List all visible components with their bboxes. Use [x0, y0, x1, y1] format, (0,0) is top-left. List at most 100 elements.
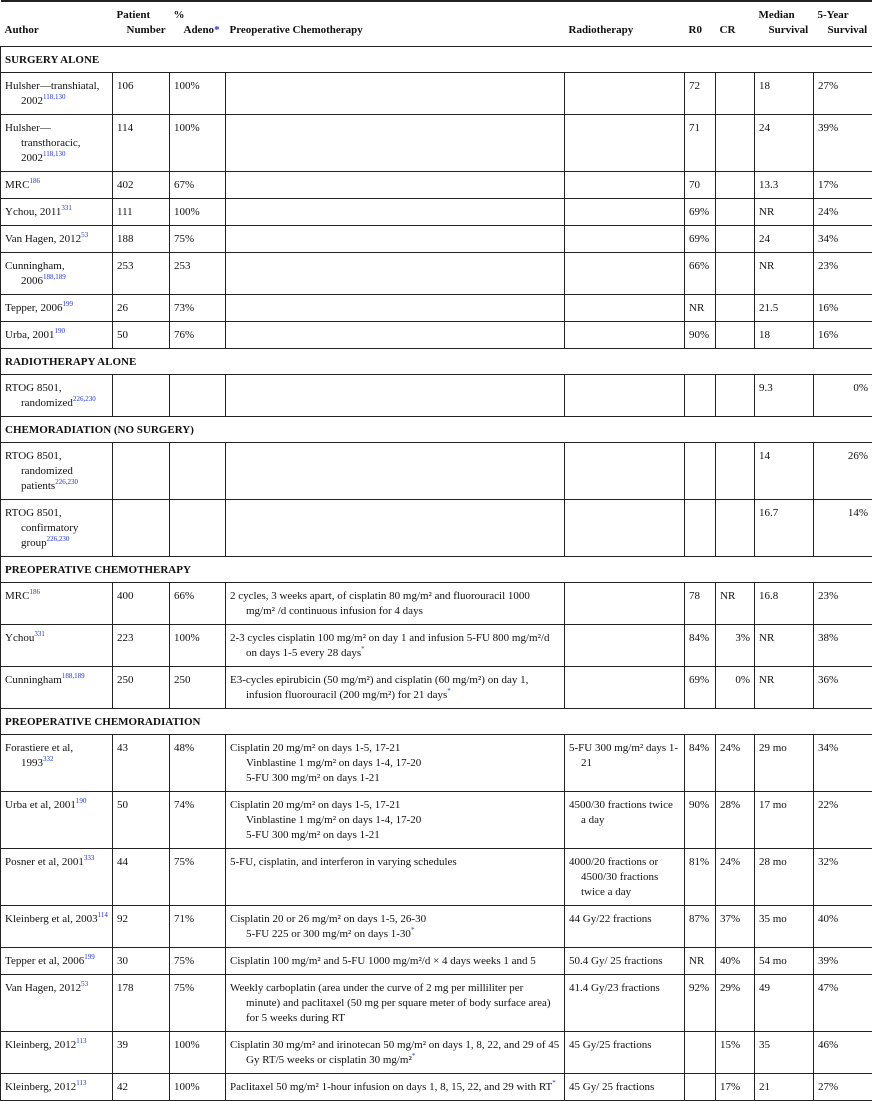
author-name: MRC	[5, 179, 29, 191]
author-cell: MRC186	[1, 172, 113, 199]
chemo-text: E3-cycles epirubicin (50 mg/m²) and cisp…	[230, 674, 528, 701]
chemo-line: 5-FU 300 mg/m² on days 1-21	[246, 828, 560, 843]
adeno-percent-cell: 100%	[170, 73, 226, 115]
patient-number-cell	[113, 500, 170, 557]
chemo-line: 5-FU 300 mg/m² on days 1-21	[246, 771, 560, 786]
patient-number-cell: 106	[113, 73, 170, 115]
median-survival-cell: 54 mo	[755, 948, 814, 975]
patient-number-cell: 50	[113, 322, 170, 349]
chemo-text: 5-FU 225 or 300 mg/m² on days 1-30	[246, 928, 411, 940]
chemo-footnote[interactable]: *	[447, 687, 451, 695]
chemo-line: Weekly carboplatin (area under the curve…	[246, 981, 560, 1026]
radiotherapy-cell	[565, 73, 685, 115]
chemo-footnote[interactable]: *	[411, 926, 415, 934]
author-name: Kleinberg et al, 2003	[5, 913, 98, 925]
adeno-percent-cell	[170, 375, 226, 417]
chemo-line: 5-FU, cisplatin, and interferon in varyi…	[246, 855, 560, 870]
author-name: MRC	[5, 590, 29, 602]
chemo-line: Cisplatin 20 or 26 mg/m² on days 1-5, 26…	[246, 912, 560, 927]
author-cell: RTOG 8501, randomized patients226,230	[1, 443, 113, 500]
cr-cell: 29%	[716, 975, 755, 1032]
r0-cell: 81%	[685, 849, 716, 906]
author-ref-link[interactable]: 113	[76, 1079, 86, 1087]
chemo-line: Cisplatin 100 mg/m² and 5-FU 1000 mg/m²/…	[246, 954, 560, 969]
author-ref-link[interactable]: 332	[43, 755, 54, 763]
patient-number-cell: 250	[113, 667, 170, 709]
cr-cell	[716, 443, 755, 500]
r0-cell: 84%	[685, 735, 716, 792]
author-ref-link[interactable]: 190	[76, 797, 87, 805]
chemo-text: Weekly carboplatin (area under the curve…	[230, 982, 551, 1024]
r0-cell	[685, 1074, 716, 1101]
author-ref-link[interactable]: 188,189	[62, 672, 85, 680]
author-ref-link[interactable]: 199	[84, 953, 95, 961]
author-name: Tepper, 2006	[5, 302, 62, 314]
chemo-line: 5-FU 225 or 300 mg/m² on days 1-30*	[246, 927, 560, 942]
section-title: PREOPERATIVE CHEMORADIATION	[1, 709, 872, 735]
author-ref-link[interactable]: 186	[29, 177, 40, 185]
header-median-line2: Survival	[759, 23, 810, 38]
author-ref-link[interactable]: 333	[84, 854, 95, 862]
median-survival-cell: NR	[755, 625, 814, 667]
median-survival-cell: 24	[755, 226, 814, 253]
author-ref-link[interactable]: 53	[81, 980, 88, 988]
author-cell: Forastiere et al, 1993332	[1, 735, 113, 792]
author-ref-link[interactable]: 118,130	[43, 93, 66, 101]
patient-number-cell: 400	[113, 583, 170, 625]
author-ref-link[interactable]: 188,189	[43, 273, 66, 281]
cr-cell	[716, 226, 755, 253]
cr-cell	[716, 172, 755, 199]
adeno-percent-cell: 253	[170, 253, 226, 295]
five-year-survival-cell: 16%	[814, 322, 872, 349]
author-ref-link[interactable]: 226,230	[73, 395, 96, 403]
author-ref-link[interactable]: 190	[55, 327, 66, 335]
adeno-percent-cell: 71%	[170, 906, 226, 948]
radiotherapy-cell	[565, 115, 685, 172]
author-cell: RTOG 8501, confirmatory group226,230	[1, 500, 113, 557]
author-ref-link[interactable]: 199	[62, 300, 73, 308]
chemo-cell: 2 cycles, 3 weeks apart, of cisplatin 80…	[226, 583, 565, 625]
five-year-survival-cell: 32%	[814, 849, 872, 906]
adeno-percent-cell: 75%	[170, 849, 226, 906]
cr-cell	[716, 199, 755, 226]
five-year-survival-cell: 16%	[814, 295, 872, 322]
patient-number-cell: 30	[113, 948, 170, 975]
chemo-footnote[interactable]: *	[361, 645, 365, 653]
five-year-survival-cell: 23%	[814, 583, 872, 625]
radiotherapy-cell	[565, 199, 685, 226]
five-year-survival-cell: 27%	[814, 1074, 872, 1101]
author-ref-link[interactable]: 331	[61, 204, 72, 212]
author-ref-link[interactable]: 331	[34, 630, 45, 638]
section-header-row: CHEMORADIATION (NO SURGERY)	[1, 417, 872, 443]
patient-number-cell: 402	[113, 172, 170, 199]
r0-cell: 92%	[685, 975, 716, 1032]
median-survival-cell: 16.8	[755, 583, 814, 625]
author-ref-link[interactable]: 186	[29, 588, 40, 596]
radiotherapy-cell	[565, 226, 685, 253]
author-ref-link[interactable]: 226,230	[55, 478, 78, 486]
cr-cell	[716, 322, 755, 349]
adeno-percent-cell: 100%	[170, 625, 226, 667]
author-cell: Cunningham, 2006188,189	[1, 253, 113, 295]
cr-cell: 15%	[716, 1032, 755, 1074]
median-survival-cell: 16.7	[755, 500, 814, 557]
header-median-line1: Median	[759, 9, 795, 21]
author-ref-link[interactable]: 114	[98, 911, 108, 919]
author-ref-link[interactable]: 113	[76, 1037, 86, 1045]
author-ref-link[interactable]: 53	[81, 231, 88, 239]
author-name: Cunningham	[5, 674, 62, 686]
median-survival-cell: 35	[755, 1032, 814, 1074]
author-ref-link[interactable]: 226,230	[47, 535, 70, 543]
chemo-footnote[interactable]: *	[552, 1079, 556, 1087]
radiotherapy-cell: 41.4 Gy/23 fractions	[565, 975, 685, 1032]
header-adeno-footnote[interactable]: *	[214, 24, 220, 36]
chemo-footnote[interactable]: *	[412, 1052, 416, 1060]
cr-cell: 24%	[716, 735, 755, 792]
chemo-cell	[226, 73, 565, 115]
author-ref-link[interactable]: 118,130	[43, 150, 66, 158]
section-title: PREOPERATIVE CHEMOTHERAPY	[1, 557, 872, 583]
r0-cell	[685, 375, 716, 417]
